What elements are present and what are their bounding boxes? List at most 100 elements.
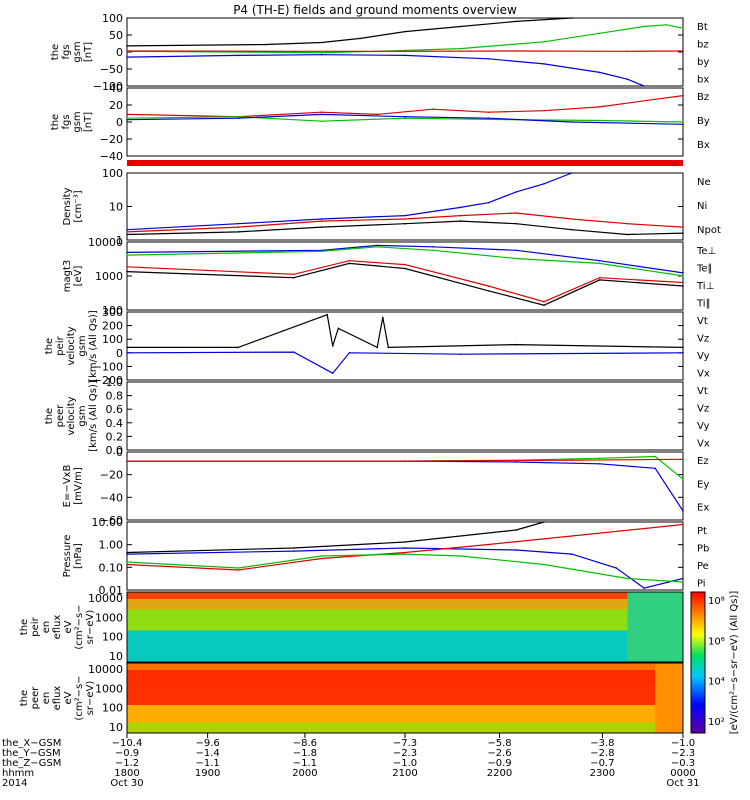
panel-7-point [320,557,323,560]
panel-7-point [487,543,490,546]
panel-0-series-by [126,24,684,54]
panel-7-point [682,523,684,526]
panel-0-point [543,41,545,43]
panel-4-legend: Vx [697,369,710,380]
panel-3-point [598,279,601,281]
panel-2-ylabel: [cm⁻³] [73,190,84,222]
panel-4-point [682,352,684,354]
panel-5-ytick: 0.8 [106,390,124,403]
xaxis-value: 2300 [590,768,615,779]
panel-2-point [404,214,406,217]
xaxis-value: −3.8 [590,738,614,749]
colorbar-label: [eV/(cm²−s−sr−eV) (All Qs)] [729,591,740,735]
panel-7-point [515,549,517,551]
panel-6-ytick: 0 [116,446,123,459]
panel-2-point [487,201,490,204]
panel-7-legend: Pe [697,561,709,572]
panel-7-point [126,553,128,555]
panel-0-point [643,25,645,28]
spectrogram-0-ytick: 1000 [95,611,123,624]
panel-7-point [126,563,128,566]
panel-5-ylabel: gsm [77,405,88,426]
panel-7-frame [126,521,684,591]
panel-2-point [515,222,517,225]
panel-7-point [682,581,684,583]
panel-7-legend: Pt [697,526,707,537]
colorbar [690,591,706,734]
xaxis-value: −10.4 [112,738,143,749]
xaxis-value: −2.3 [393,748,417,759]
panel-2-point [626,233,629,236]
xaxis-value: −1.0 [671,738,695,749]
panel-3-point [404,267,406,270]
panel-1-point [598,119,601,122]
panel-5-ylabel: [km/s (All Qs)] [88,380,99,452]
spectrogram-1-ylabel: sr−eV) [85,681,96,716]
panel-0-point [126,56,128,58]
panel-3-point [376,246,379,248]
panel-4-legend: Vy [697,351,710,362]
panel-0-point [487,58,490,60]
panel-3-legend: Te⊥ [696,246,716,257]
panel-0-ytick: −50 [100,63,123,76]
panel-7-point [515,529,517,531]
xaxis-value: −0.9 [487,758,511,769]
panel-3-ytick: 10000 [88,236,123,249]
panel-3-point [348,262,351,265]
panel-3-point [432,249,434,252]
panel-4-ytick: −100 [93,360,123,373]
panel-2-point [459,206,462,209]
panel-3-ytick: 1000 [95,270,123,283]
panel-5-ylabel: the [44,408,55,424]
panel-2-legend: Ni [697,201,707,212]
panel-4-point [387,346,390,349]
panel-1-point [320,120,323,122]
spectrogram-0-frame [126,591,684,663]
spectrogram-0-ylabel: (cm²−s− [74,604,85,649]
panel-0-point [459,47,462,50]
panel-4-ytick: −200 [93,374,123,387]
xaxis-value: −2.6 [487,748,511,759]
panel-2-legend: Ne [697,177,711,188]
panel-7-ylabel: [nPa] [73,543,84,569]
xaxis-value: −0.9 [115,748,139,759]
panel-3-ytick: 100 [102,304,123,317]
panel-4-series-Vx [126,351,684,374]
xaxis-value: −1.2 [115,758,139,769]
spectrogram-0-ylabel: peir [30,616,41,636]
panel-0-point [320,53,323,56]
panel-1-point [543,109,545,112]
panel-0-series-bx [126,54,645,87]
panel-0-ytick: 100 [102,12,123,25]
xaxis-value: 1900 [195,768,220,779]
panel-1-point [237,117,239,119]
xaxis-value: 2100 [392,768,417,779]
panel-2-series-Npot [126,172,573,231]
panel-4-point [348,352,351,354]
panel-1-point [126,113,128,116]
panel-4-ylabel: velocity [66,326,77,365]
panel-0-point [515,20,517,23]
panel-4-point [382,316,384,319]
panel-0-series-Bt [126,17,572,47]
xaxis-row-label: 2014 [2,778,27,789]
panel-5-ylabel: peer [55,404,66,428]
spectrogram-0-ytick: 10 [109,650,123,663]
panel-6-point [682,458,684,461]
colorbar-tick: 10⁴ [708,677,725,688]
panel-1-legend: Bx [697,140,710,151]
panel-7-series-Pi [126,547,684,589]
panel-2-point [682,232,684,234]
status-bar-red [127,160,683,166]
panel-2-point [237,222,239,225]
panel-0-ylabel: [nT] [83,42,94,62]
panel-4-point [515,343,517,346]
panel-4-ylabel: [km/s (All Qs)] [88,310,99,382]
panel-3-point [376,244,379,247]
spectrogram-0-ylabel: the [19,619,30,635]
panel-7-legend: Pb [697,544,709,555]
panel-7-series-Pe [126,553,684,583]
xaxis-value: −2.3 [671,748,695,759]
panel-3-point [598,262,601,265]
